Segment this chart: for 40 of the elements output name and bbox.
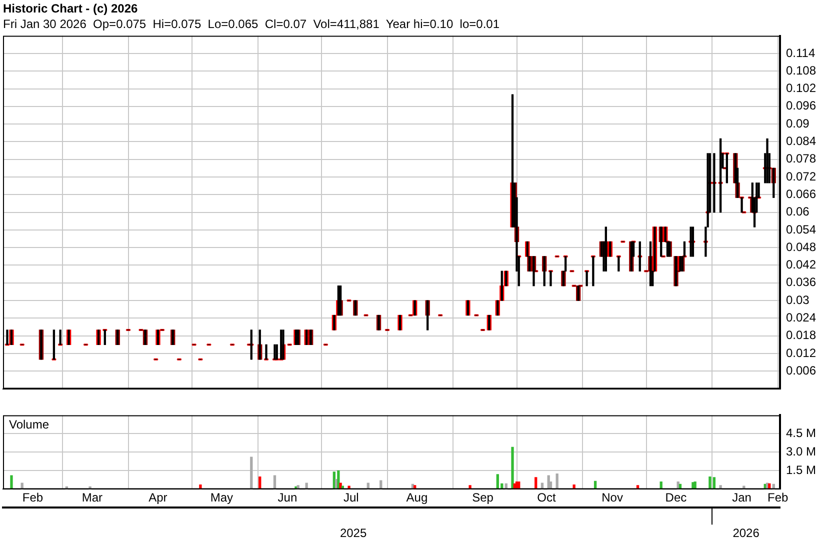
y-tick-label: 0.084	[786, 134, 816, 148]
y-tick-label: 1.5 M	[786, 463, 816, 478]
y-tick-label: 0.102	[786, 81, 816, 96]
y-tick-label: 0.03	[786, 292, 810, 307]
x-tick-label: Dec	[665, 490, 687, 505]
x-tick-label: May	[210, 490, 233, 505]
x-tick-label: Oct	[537, 490, 556, 505]
y-tick-label: 4.5 M	[786, 426, 816, 440]
y-tick-label: 0.06	[786, 204, 810, 219]
y-tick-label: 0.096	[786, 98, 816, 113]
y-tick-label: 0.036	[786, 275, 816, 290]
x-tick-label: Feb	[768, 490, 789, 505]
chart-title: Volume	[9, 418, 50, 432]
y-tick-label: 0.108	[786, 63, 816, 78]
x-tick-label: Nov	[602, 490, 623, 505]
y-tick-label: 0.09	[786, 116, 810, 130]
y-tick-label: 0.078	[786, 152, 816, 166]
y-tick-label: 0.042	[786, 258, 816, 272]
x-tick-label: Jan	[732, 490, 752, 505]
y-tick-label: 0.024	[786, 310, 816, 325]
y-tick-label: 0.072	[786, 169, 816, 184]
x-tick-label: Jun	[278, 490, 298, 505]
chart-subtitle: Fri Jan 30 2026 Op=0.075 Hi=0.075 Lo=0.065 Cl=0.07 Vol=411,881 Year hi=0.10 lo=0.01	[3, 16, 500, 31]
y-tick-label: 0.114	[786, 46, 816, 60]
y-tick-label: 3.0 M	[786, 444, 816, 459]
x-tick-label: Feb	[22, 490, 44, 505]
x-tick-label: Jul	[343, 490, 359, 505]
x-tick-label: Sep	[472, 490, 494, 505]
x-tick-label: Apr	[148, 490, 168, 505]
y-tick-label: 0.066	[786, 186, 816, 201]
x-tick-label: Mar	[82, 490, 102, 505]
x-tick-label: Aug	[406, 490, 428, 505]
y-tick-label: 0.018	[786, 328, 816, 342]
y-tick-label: 0.054	[786, 222, 816, 236]
y-tick-label: 0.012	[786, 346, 816, 360]
y-tick-label: 0.006	[786, 363, 816, 378]
y-tick-label: 0.048	[786, 240, 816, 254]
x2-tick-label: 2025	[340, 526, 367, 540]
x2-tick-label: 2026	[732, 526, 760, 540]
chart-title: Historic Chart - (c) 2026	[3, 2, 138, 16]
